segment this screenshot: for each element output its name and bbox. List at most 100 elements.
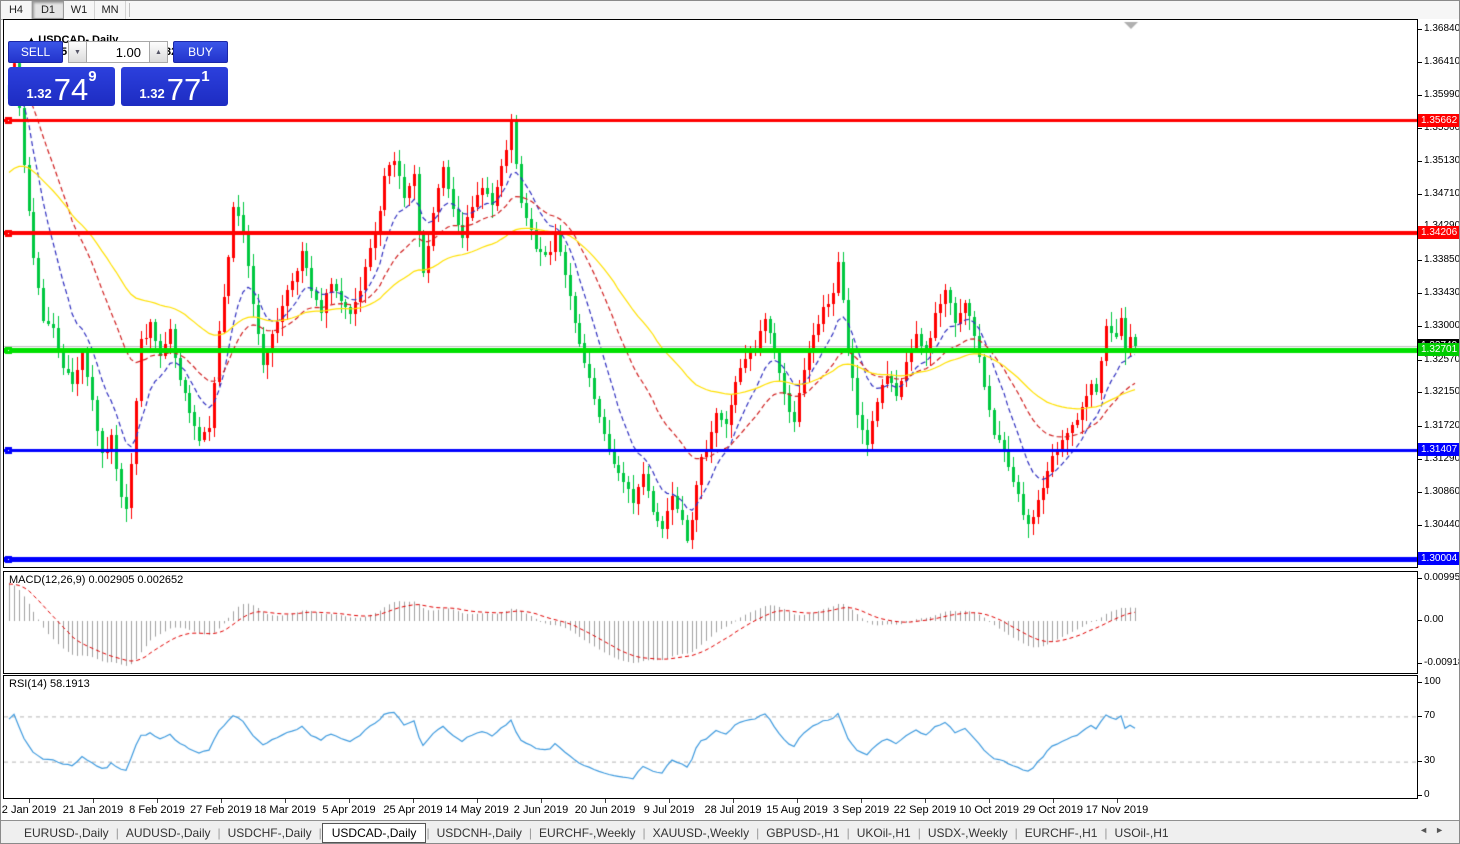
date-axis-tick (1053, 799, 1054, 803)
rsi-axis-tick (1418, 716, 1422, 717)
tab-usdx-weekly[interactable]: USDX-,Weekly (927, 826, 1008, 840)
macd-axis-tick (1418, 663, 1422, 664)
date-axis-tick (861, 799, 862, 803)
spin-up-icon: ▲ (155, 48, 162, 56)
date-axis-label: 28 Jul 2019 (704, 804, 762, 816)
date-axis-label: 20 Jun 2019 (574, 804, 636, 816)
date-axis-label: 3 Sep 2019 (832, 804, 890, 816)
sell-price-box[interactable]: 1.32 74 9 (8, 67, 115, 106)
tab-eurchf-weekly[interactable]: EURCHF-,Weekly (539, 826, 636, 840)
rsi-panel: RSI(14) 58.1913 (3, 675, 1418, 799)
rsi-axis-label: 70 (1424, 710, 1436, 721)
date-axis-label: 17 Nov 2019 (1085, 804, 1149, 816)
price-axis-label: 1.33850 (1424, 254, 1460, 265)
rsi-label: RSI(14) 58.1913 (9, 678, 90, 690)
price-axis-tick (1418, 426, 1422, 427)
macd-axis-tick (1418, 620, 1422, 621)
price-axis-label: 1.32150 (1424, 386, 1460, 397)
date-axis-tick (669, 799, 670, 803)
tab-separator: | (426, 826, 430, 840)
tab-eurchf-h1[interactable]: EURCHF-,H1 (1024, 826, 1098, 840)
price-axis-label: 1.35990 (1424, 89, 1460, 100)
buy-button[interactable]: BUY (173, 41, 228, 63)
sell-price-big: 74 (53, 72, 89, 107)
tab-usdcnh-daily[interactable]: USDCNH-,Daily (436, 826, 522, 840)
price-axis-tick (1418, 459, 1422, 460)
tab-ukoil-h1[interactable]: UKOil-,H1 (856, 826, 911, 840)
tab-separator: | (528, 826, 533, 840)
price-axis-tick (1418, 260, 1422, 261)
tab-usdcad-daily[interactable]: USDCAD-,Daily (321, 823, 427, 843)
tab-separator: | (756, 826, 760, 840)
sell-button[interactable]: SELL (8, 41, 63, 63)
buy-price-big: 77 (166, 72, 202, 107)
macd-panel: MACD(12,26,9) 0.002905 0.002652 (3, 571, 1418, 674)
volume-decrease-button[interactable]: ▼ (68, 41, 87, 63)
date-axis-tick (221, 799, 222, 803)
timeframe-button-d1[interactable]: D1 (32, 1, 64, 19)
price-axis-label: 1.30860 (1424, 486, 1460, 497)
buy-price-box[interactable]: 1.32 77 1 (121, 67, 228, 106)
date-axis-label: 15 Aug 2019 (766, 804, 828, 816)
tab-separator: | (642, 826, 646, 840)
price-axis-label: 1.34290 (1424, 220, 1459, 231)
date-axis-tick (29, 799, 30, 803)
price-axis-label: 1.36840 (1424, 23, 1460, 34)
rsi-canvas[interactable] (4, 676, 1417, 798)
price-axis-tick (1418, 392, 1422, 393)
tab-audusd-daily[interactable]: AUDUSD-,Daily (125, 826, 211, 840)
price-axis-label: 1.31290 (1424, 453, 1460, 464)
macd-canvas[interactable] (4, 572, 1417, 673)
tab-separator: | (1014, 826, 1018, 840)
price-axis-label: 1.30440 (1424, 519, 1460, 530)
tab-separator: | (917, 826, 921, 840)
collapse-chart-icon[interactable]: ▲ (27, 35, 36, 44)
tab-usdchf-daily[interactable]: USDCHF-,Daily (227, 826, 312, 840)
tab-gbpusd-h1[interactable]: GBPUSD-,H1 (766, 826, 840, 840)
timeframe-button-mn[interactable]: MN (95, 1, 126, 19)
date-axis-tick (1117, 799, 1118, 803)
timeframe-button-w1[interactable]: W1 (64, 1, 95, 19)
date-axis-label: 14 May 2019 (445, 804, 509, 816)
price-axis-tick (1418, 492, 1422, 493)
macd-axis-label: 0.009957 (1424, 572, 1460, 583)
tab-separator: | (318, 826, 322, 840)
price-chart-canvas[interactable] (4, 20, 1417, 567)
volume-increase-button[interactable]: ▲ (149, 41, 168, 63)
tab-eurusd-daily[interactable]: EURUSD-,Daily (24, 826, 109, 840)
rsi-axis-label: 100 (1424, 676, 1441, 687)
date-axis-tick (733, 799, 734, 803)
date-axis-tick (93, 799, 94, 803)
volume-input[interactable]: 1.00 (87, 41, 149, 63)
timeframe-button-h4[interactable]: H4 (1, 1, 32, 19)
date-axis-label: 27 Feb 2019 (190, 804, 252, 816)
date-axis-label: 25 Apr 2019 (383, 804, 443, 816)
tab-xauusd-weekly[interactable]: XAUUSD-,Weekly (652, 826, 750, 840)
price-axis-tick (1418, 95, 1422, 96)
price-axis-label: 1.32570 (1424, 354, 1460, 365)
price-axis-label: 1.35130 (1424, 155, 1460, 166)
level-price-badge: 1.31407 (1418, 443, 1459, 456)
buy-price-pip: 1 (201, 68, 210, 85)
spin-down-icon: ▼ (74, 48, 81, 56)
price-axis-tick (1418, 326, 1422, 327)
level-price-badge: 1.32701 (1418, 343, 1459, 356)
tab-usoil-h1[interactable]: USOil-,H1 (1114, 826, 1169, 840)
date-axis-label: 9 Jul 2019 (643, 804, 695, 816)
date-axis-tick (349, 799, 350, 803)
tab-scroll-right-icon[interactable]: ► (1435, 825, 1451, 835)
chart-tab-bar: EURUSD-,Daily | AUDUSD-,Daily | USDCHF-,Dail… (1, 820, 1459, 843)
rsi-axis-label: 0 (1424, 789, 1430, 800)
price-axis-label: 1.36410 (1424, 56, 1460, 67)
level-price-badge: 1.34206 (1418, 226, 1459, 239)
price-axis-tick (1418, 128, 1422, 129)
price-axis-tick (1418, 360, 1422, 361)
buy-price-prefix: 1.32 (139, 86, 165, 101)
tab-scroll-left-icon[interactable]: ◄ (1419, 825, 1436, 835)
date-axis-label: 5 Apr 2019 (322, 804, 376, 816)
date-axis-label: 8 Feb 2019 (129, 804, 185, 816)
macd-axis-tick (1418, 578, 1422, 579)
date-axis-label: 29 Oct 2019 (1023, 804, 1083, 816)
price-axis-tick (1418, 293, 1422, 294)
